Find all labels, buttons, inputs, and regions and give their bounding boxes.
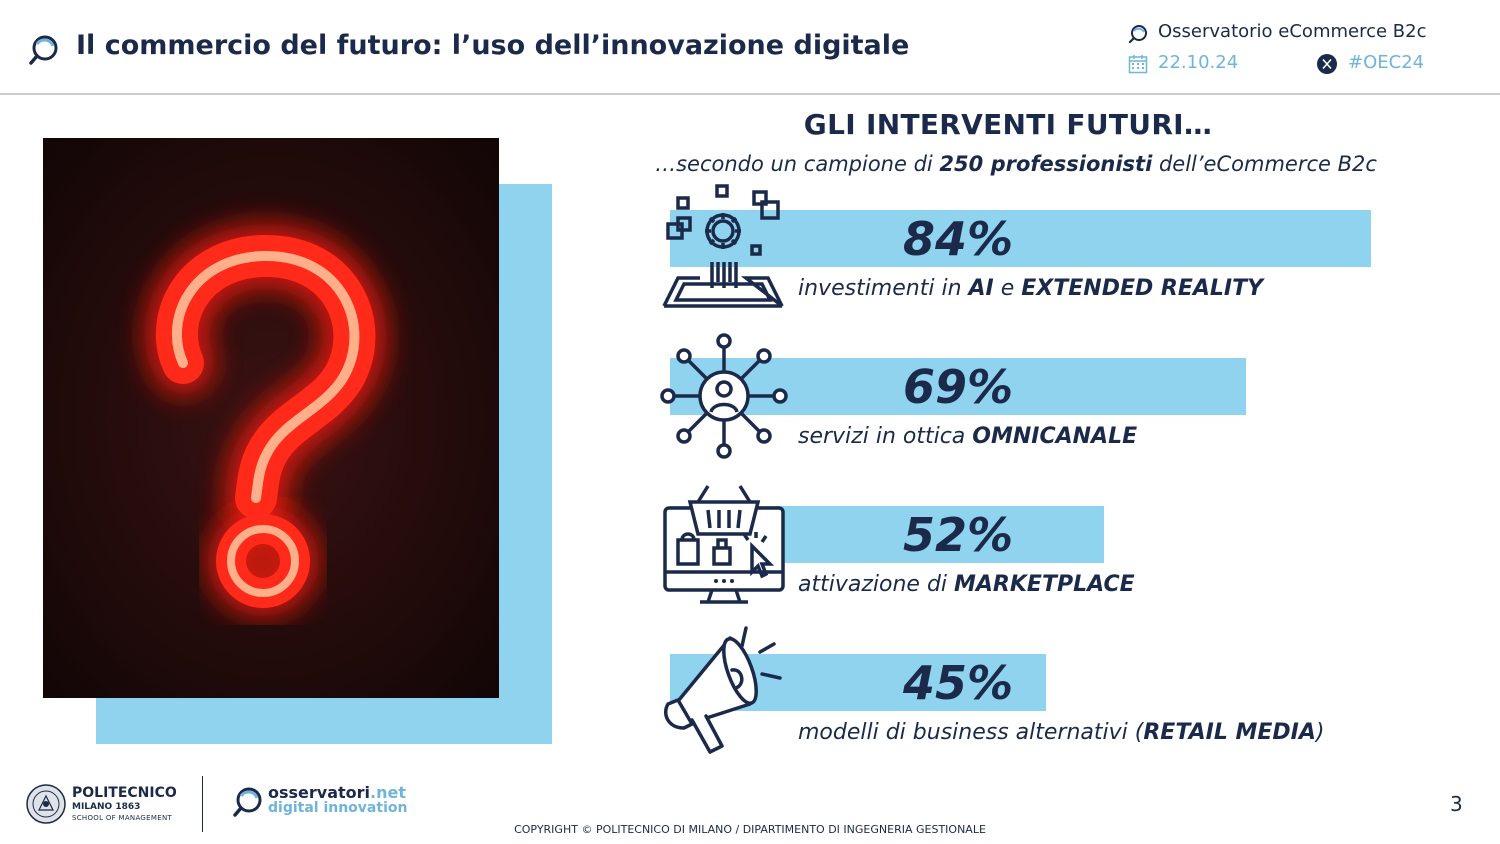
event-hashtag: #OEC24 [1348,52,1425,73]
page-number: 3 [1450,792,1463,816]
osservatori-logo-icon [29,35,58,65]
event-date: 22.10.24 [1158,52,1239,73]
politecnico-seal-icon [26,784,66,824]
ecommerce-monitor-icon [663,485,785,604]
osservatori-net-tagline: digital innovation [268,800,408,816]
percentage-value: 84% [903,212,1014,266]
question-mark-icon [43,138,499,698]
footer-divider [202,776,203,832]
x-social-icon[interactable] [1317,54,1337,74]
item-label: modelli di business alternativi (RETAIL … [798,720,1325,745]
item-label: servizi in ottica OMNICANALE [798,424,1138,449]
observatory-icon [1128,25,1147,44]
header-divider [0,93,1500,95]
ai-tech-icon [662,184,784,308]
percentage-value: 69% [903,360,1014,414]
item-label: attivazione di MARKETPLACE [798,572,1135,597]
page-title: Il commercio del futuro: l’uso dell’inno… [76,30,910,61]
copyright-notice: COPYRIGHT © POLITECNICO DI MILANO / DIPA… [514,823,986,836]
section-subtitle: …secondo un campione di 250 professionis… [655,152,1377,176]
percentage-bar [670,210,1371,267]
osservatori-net-logo-icon [233,787,262,817]
section-title: GLI INTERVENTI FUTURI… [803,108,1213,141]
politecnico-school: SCHOOL OF MANAGEMENT [72,814,173,822]
percentage-value: 45% [903,656,1014,710]
network-user-icon [660,333,788,459]
megaphone-icon [663,626,782,754]
calendar-icon [1128,55,1148,74]
osservatori-net-name: osservatori.net [268,783,406,802]
politecnico-name: POLITECNICO [72,785,177,801]
politecnico-city: MILANO 1863 [72,802,141,812]
item-label: investimenti in AI e EXTENDED REALITY [798,276,1264,301]
neon-question-mark-photo [43,138,499,698]
observatory-name: Osservatorio eCommerce B2c [1158,21,1427,42]
percentage-value: 52% [903,508,1014,562]
percentage-bar [670,358,1246,415]
